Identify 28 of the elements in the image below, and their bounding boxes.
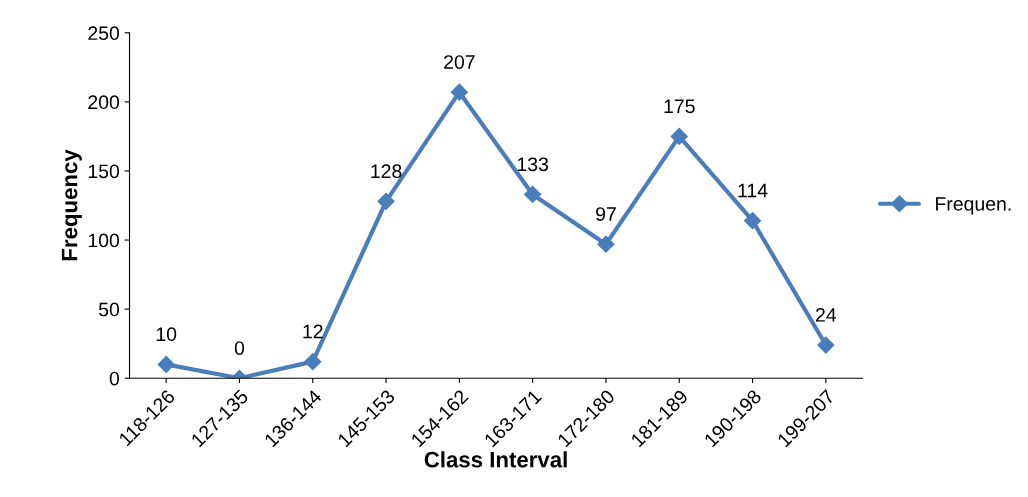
- data-label: 10: [156, 327, 177, 342]
- x-axis-title: Class Interval: [424, 451, 567, 468]
- point: [743, 212, 762, 230]
- data-label: 97: [596, 207, 616, 221]
- y-axis-title: Frequency: [61, 149, 82, 261]
- data-label: 207: [444, 55, 475, 69]
- y-tick-label: 200: [88, 95, 120, 110]
- legend-label: Frequen.: [936, 197, 1011, 215]
- data-label: 133: [517, 157, 549, 172]
- data-label: 175: [664, 99, 695, 114]
- y-tick-label: 250: [88, 26, 120, 41]
- point: [670, 127, 688, 145]
- data-label: 24: [816, 308, 837, 322]
- point: [304, 353, 322, 371]
- point: [377, 192, 395, 210]
- y-tick-label: 100: [88, 233, 120, 248]
- point: [817, 336, 835, 354]
- data-label: 12: [303, 324, 323, 339]
- point: [524, 185, 542, 204]
- data-label: 114: [738, 183, 768, 198]
- point: [450, 83, 468, 101]
- point: [157, 355, 175, 373]
- y-tick-label: 0: [109, 371, 120, 386]
- point: [597, 235, 615, 253]
- data-label: 128: [371, 164, 402, 179]
- y-tick-label: 50: [98, 302, 120, 317]
- data-label: 0: [234, 341, 245, 355]
- y-tick-label: 150: [88, 164, 120, 179]
